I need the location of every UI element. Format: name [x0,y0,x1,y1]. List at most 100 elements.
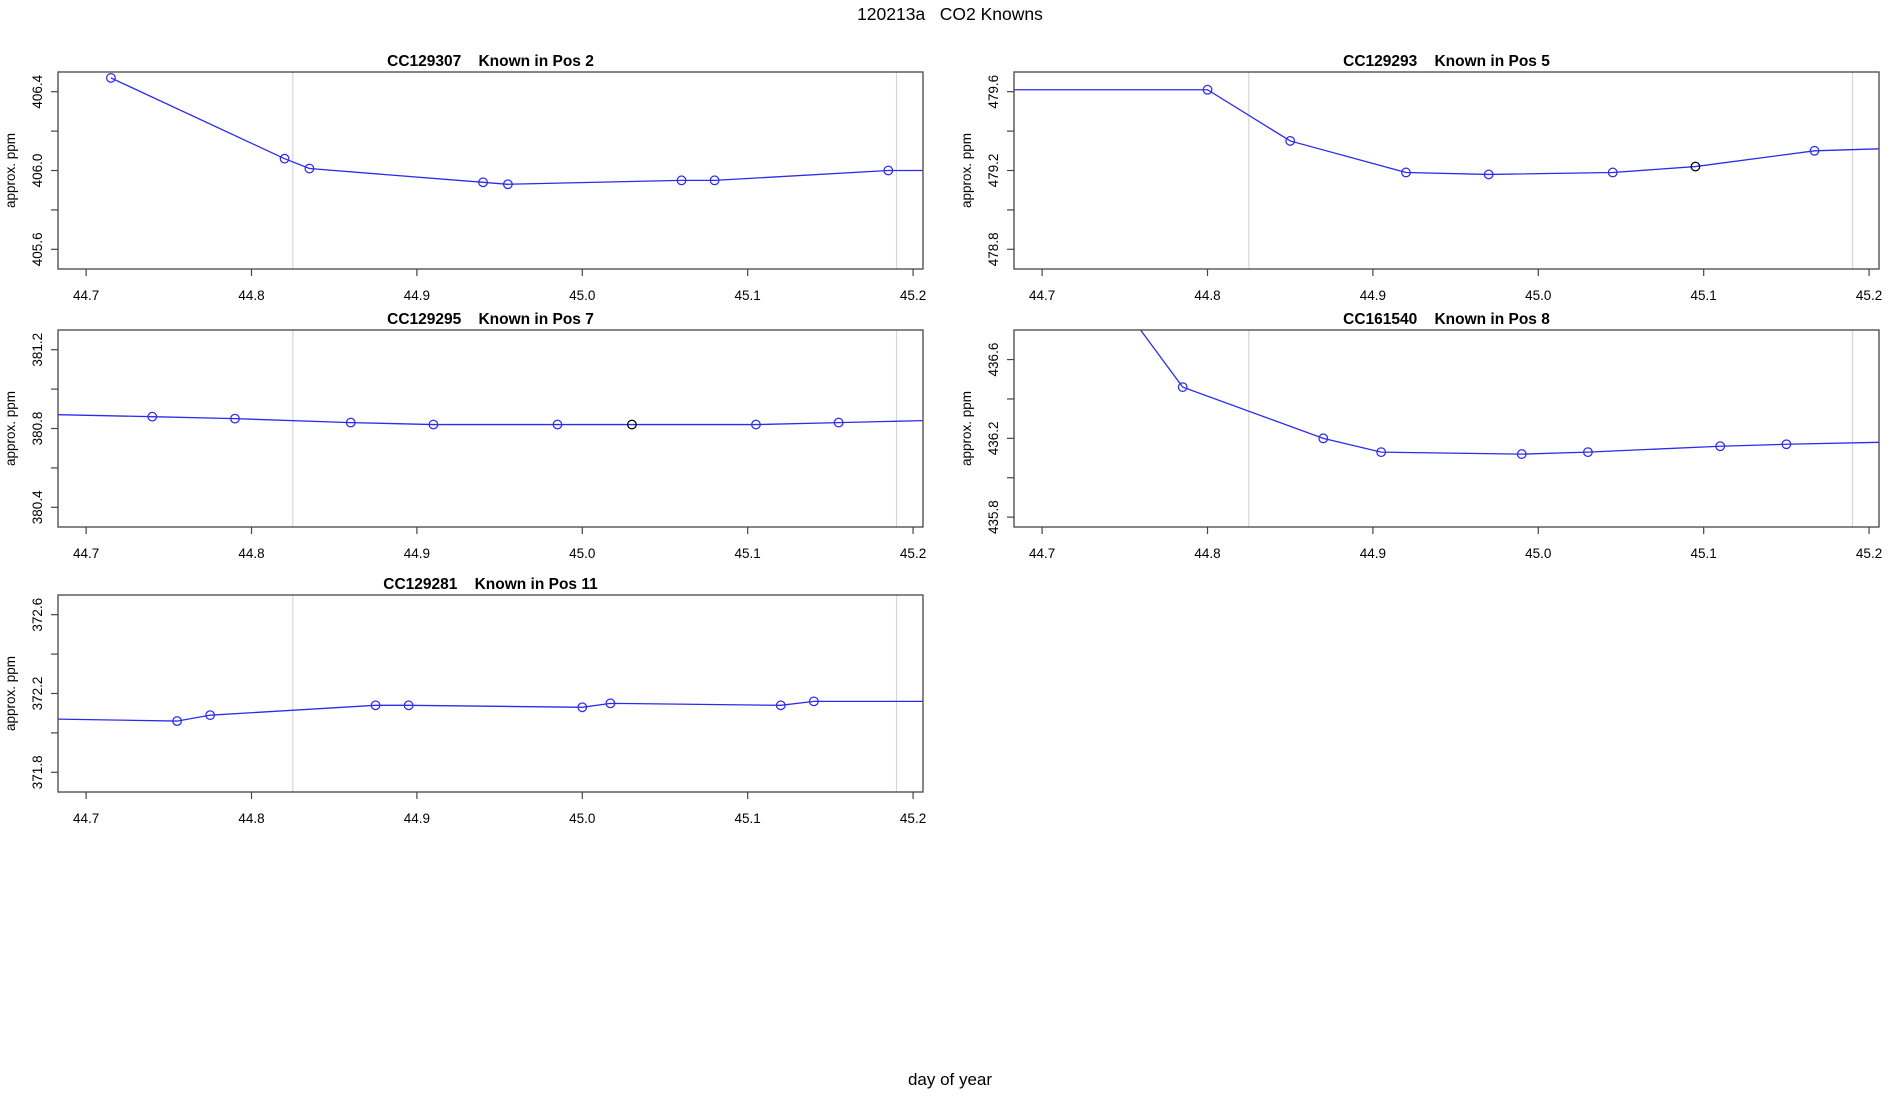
panel-title: CC129307 Known in Pos 2 [387,53,594,70]
x-tick-label: 45.1 [735,811,761,826]
x-tick-label: 45.0 [569,288,595,303]
plot-box [57,71,924,270]
y-tick-label: 406.4 [30,74,45,108]
data-point [478,177,488,188]
series-line [1014,89,1879,176]
data-point [1809,145,1820,156]
x-tick-label: 44.9 [404,811,430,826]
data-point [1483,169,1494,180]
x-axis-outer-label: day of year [907,1070,993,1089]
x-tick-label: 45.2 [1856,288,1882,303]
x-tick-label: 45.2 [900,546,926,561]
x-tick-label: 44.7 [73,546,99,561]
y-tick-label: 380.4 [30,490,45,524]
x-tick-label: 45.1 [735,546,761,561]
data-point [205,710,216,721]
data-point [676,175,687,186]
x-tick-label: 44.8 [238,546,264,561]
plot-svg: 44.7 44.8 44.9 45.0 45.1 45.2 380.4 380.8 381.2 C… [3,311,926,561]
plot-box [1013,329,1880,528]
data-point [1318,433,1329,444]
plot-svg: 44.7 44.8 44.9 45.0 45.1 45.2 435.8 436.2 436.6 C… [959,311,1882,561]
data-point-flagged [1690,161,1701,172]
data-point [1285,136,1296,146]
series-line [58,700,923,722]
y-axis-label: approx. ppm [3,133,18,208]
x-tick-label: 44.9 [404,288,430,303]
series-line [1139,330,1879,455]
data-point [1376,447,1387,458]
data-point [751,419,761,430]
data-point [1177,382,1188,393]
x-tick-label: 44.7 [73,811,99,826]
panel-known-pos2: 44.7 44.8 44.9 45.0 45.1 45.2 405.6 406.0 406.4 C… [0,52,940,314]
x-tick-label: 45.2 [900,811,926,826]
data-point [1401,167,1411,178]
data-point [428,419,439,430]
x-tick-label: 44.8 [238,811,264,826]
plot-svg: 44.7 44.8 44.9 45.0 45.1 45.2 405.6 406.0 406.4 C… [3,53,926,303]
data-point [1516,449,1527,460]
series-line [110,77,923,185]
data-point [230,413,240,424]
y-axis-label: approx. ppm [959,391,974,466]
x-tick-label: 44.7 [73,288,99,303]
data-point [1781,439,1792,450]
data-point [345,417,356,428]
plot-svg: 44.7 44.8 44.9 45.0 45.1 45.2 371.8 372.2 372.6 C… [3,576,926,826]
x-tick-label: 44.7 [1029,546,1055,561]
x-tick-label: 44.7 [1029,288,1055,303]
x-tick-label: 45.1 [1691,546,1717,561]
panel-title: CC161540 Known in Pos 8 [1343,311,1550,328]
y-axis-label: approx. ppm [3,391,18,466]
data-point [502,179,513,190]
data-point [1607,167,1618,178]
x-tick-label: 45.2 [900,288,926,303]
data-point [1715,441,1726,452]
data-point [605,698,616,709]
y-tick-label: 372.6 [30,598,45,632]
x-tick-label: 45.0 [1525,288,1551,303]
data-point-flagged [626,419,637,430]
panel-known-pos7: 44.7 44.8 44.9 45.0 45.1 45.2 380.4 380.8 381.2 C… [0,310,940,572]
x-tick-label: 45.0 [569,811,595,826]
series-line [58,414,923,426]
data-point [147,411,158,422]
panel-title: CC129293 Known in Pos 5 [1343,53,1550,70]
x-tick-label: 45.0 [569,546,595,561]
data-point [403,700,414,711]
y-tick-label: 478.8 [986,232,1001,266]
y-tick-label: 436.6 [986,343,1001,377]
y-tick-label: 372.2 [30,677,45,711]
plot-box [57,329,924,528]
y-tick-label: 381.2 [30,333,45,367]
panel-known-pos5: 44.7 44.8 44.9 45.0 45.1 45.2 478.8 479.2 479.6 C… [956,52,1896,314]
plot-svg: 44.7 44.8 44.9 45.0 45.1 45.2 478.8 479.2 479.6 C… [959,53,1882,303]
data-point [304,163,315,174]
y-axis-label: approx. ppm [959,133,974,208]
y-tick-label: 371.8 [30,755,45,789]
x-tick-label: 44.9 [1360,546,1386,561]
x-tick-label: 45.1 [735,288,761,303]
data-point [370,700,381,711]
x-tick-label: 45.1 [1691,288,1717,303]
y-tick-label: 479.6 [986,75,1001,109]
panel-title: CC129295 Known in Pos 7 [387,311,594,328]
x-tick-label: 44.8 [1194,546,1220,561]
plot-box [57,594,924,793]
data-point [106,72,116,83]
x-tick-label: 44.8 [1194,288,1220,303]
data-point [552,419,563,430]
data-point [883,165,894,176]
data-point [279,153,290,164]
data-point [172,716,183,727]
panel-known-pos11: 44.7 44.8 44.9 45.0 45.1 45.2 371.8 372.2 372.6 C… [0,575,940,837]
data-point [808,696,819,707]
y-tick-label: 436.2 [986,421,1001,455]
y-tick-label: 380.8 [30,412,45,446]
x-tick-label: 44.8 [238,288,264,303]
data-point [577,702,588,713]
x-tick-label: 44.9 [404,546,430,561]
data-point [833,417,844,428]
